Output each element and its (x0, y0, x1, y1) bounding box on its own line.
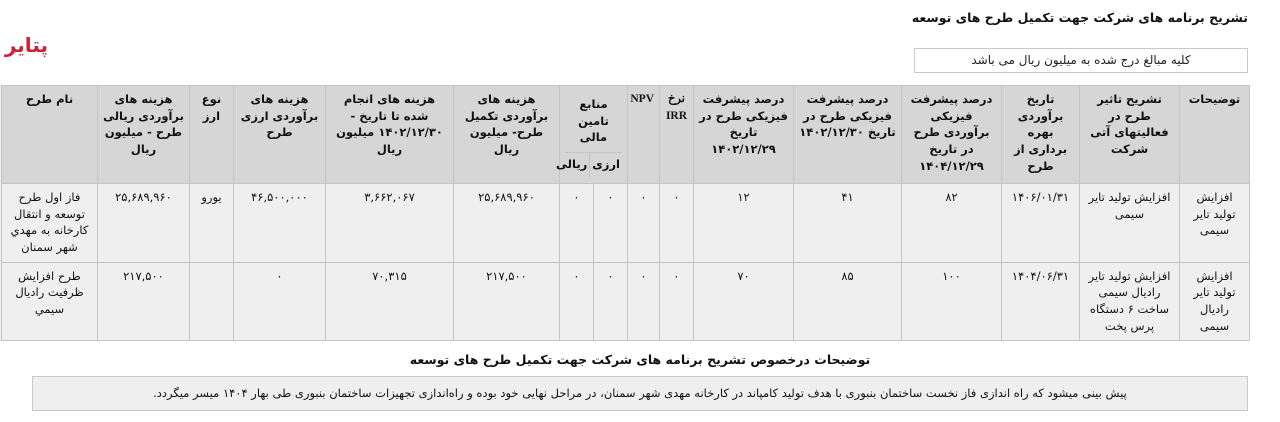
cell-npv: ۰ (627, 261, 660, 342)
cell-physical-progress-1229: ۱۲ (693, 183, 794, 263)
cell-spent-to-date: ۳,۶۶۲,۰۶۷ (324, 183, 454, 263)
col-financing-rial: ریالی (554, 153, 591, 177)
cell-estimated-progress-1404: ۸۲ (901, 183, 1002, 263)
col-remarks: توضیحات (1179, 85, 1250, 184)
cell-currency-type: یورو (188, 183, 234, 263)
cell-physical-progress-1229: ۷۰ (693, 261, 794, 342)
col-npv: NPV (627, 85, 660, 184)
col-impact-description: تشریح تاثیر طرح در فعالیتهای آتی شرکت (1079, 85, 1180, 184)
cell-currency-type (188, 261, 234, 342)
col-financing-fx: ارزی (592, 157, 620, 172)
unit-note: کلیه مبالغ درج شده به میلیون ریال می باش… (914, 48, 1248, 73)
cell-fx-estimated-cost: ۴۶,۵۰۰,۰۰۰ (232, 183, 326, 263)
cell-financing-rial: ۰ (558, 261, 595, 342)
page-header: تشریح برنامه های شرکت جهت تکمیل طرح های … (0, 0, 1280, 78)
cell-exploitation-date: ۱۴۰۴/۰۶/۳۱ (1001, 261, 1080, 342)
cell-irr: ۰ (659, 261, 694, 342)
cell-npv: ۰ (627, 183, 660, 263)
company-brand: پتایر (4, 33, 48, 57)
development-plans-table: توضیحات تشریح تاثیر طرح در فعالیتهای آتی… (0, 85, 1250, 342)
col-estimated-progress-1404: درصد پیشرفت فیزیکی برآوردی طرح در تاریخ … (901, 85, 1002, 184)
cell-estimated-progress-1404: ۱۰۰ (901, 261, 1002, 342)
cell-irr: ۰ (659, 183, 694, 263)
col-physical-progress-1229: درصد پیشرفت فیزیکی طرح در تاریخ ۱۴۰۲/۱۲/… (693, 85, 794, 184)
cell-completion-cost: ۲۵,۶۸۹,۹۶۰ (452, 183, 560, 263)
footer-title: توضیحات درخصوص تشریح برنامه های شرکت جهت… (409, 352, 871, 367)
col-exploitation-date: تاریخ برآوردی بهره برداری از طرح (1001, 85, 1080, 184)
development-plans-table-wrap: توضیحات تشریح تاثیر طرح در فعالیتهای آتی… (0, 85, 1250, 342)
footer-description-box: پیش بینی میشود که راه اندازی فاز نخست سا… (32, 376, 1248, 411)
cell-physical-progress-1230: ۴۱ (793, 183, 902, 263)
cell-financing-fx: ۰ (593, 183, 628, 263)
cell-plan-name: طرح افزایش ظرفیت رادیال سیمي (0, 261, 98, 342)
table-header-row: توضیحات تشریح تاثیر طرح در فعالیتهای آتی… (0, 85, 1250, 184)
cell-impact-description: افزایش تولید تایر سیمی (1079, 183, 1180, 263)
cell-financing-fx: ۰ (593, 261, 628, 342)
table-row: افزایش تولید تایر رادیال سیمی افزایش تول… (0, 261, 1250, 342)
cell-completion-cost: ۲۱۷,۵۰۰ (452, 261, 560, 342)
page-title: تشریح برنامه های شرکت جهت تکمیل طرح های … (911, 10, 1248, 25)
cell-financing-rial: ۰ (558, 183, 595, 263)
cell-rial-estimated-cost: ۲۵,۶۸۹,۹۶۰ (96, 183, 190, 263)
col-physical-progress-1230: درصد پیشرفت فیزیکی طرح در تاریخ ۱۴۰۲/۱۲/… (793, 85, 902, 184)
cell-remarks: افزایش تولید تایر سیمی (1179, 183, 1250, 263)
col-plan-name: نام طرح (0, 85, 98, 184)
table-body: افزایش تولید تایر سیمی افزایش تولید تایر… (0, 183, 1250, 342)
cell-remarks: افزایش تولید تایر رادیال سیمی (1179, 261, 1250, 342)
col-fx-estimated-cost: هزینه های برآوردی ارزی طرح (232, 85, 326, 184)
cell-impact-description: افزایش تولید تایر رادیال سیمی ساخت ۶ دست… (1079, 261, 1180, 342)
cell-spent-to-date: ۷۰,۳۱۵ (324, 261, 454, 342)
cell-fx-estimated-cost: ۰ (232, 261, 326, 342)
col-financing-sources-label: منابع تامین مالی (578, 97, 609, 145)
col-financing-sources: منابع تامین مالی ارزی ریالی (556, 85, 629, 184)
cell-exploitation-date: ۱۴۰۶/۰۱/۳۱ (1001, 183, 1080, 263)
cell-plan-name: فاز اول طرح توسعه و انتقال کارخانه به مه… (0, 183, 98, 263)
table-row: افزایش تولید تایر سیمی افزایش تولید تایر… (0, 183, 1250, 263)
col-irr: نرخ IRR (659, 85, 694, 184)
col-spent-to-date: هزینه های انجام شده تا تاریخ - ۱۴۰۲/۱۲/۳… (324, 85, 454, 184)
col-rial-estimated-cost: هزینه های برآوردی ریالی طرح - میلیون ریا… (96, 85, 190, 184)
cell-rial-estimated-cost: ۲۱۷,۵۰۰ (96, 261, 190, 342)
col-currency-type: نوع ارز (188, 85, 234, 184)
cell-physical-progress-1230: ۸۵ (793, 261, 902, 342)
col-completion-cost: هزینه های برآوردی تکمیل طرح- میلیون ریال (452, 85, 560, 184)
